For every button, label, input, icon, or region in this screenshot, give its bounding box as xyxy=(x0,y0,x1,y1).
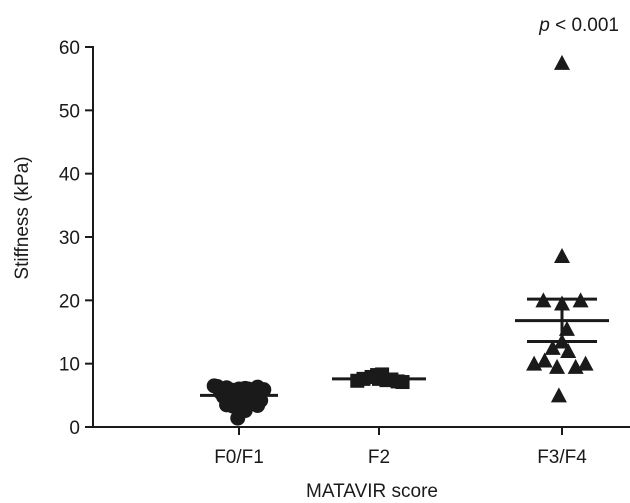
y-tick-label: 40 xyxy=(59,165,80,186)
data-point-circle xyxy=(230,410,246,426)
data-point-circle xyxy=(250,397,266,413)
y-tick-label: 50 xyxy=(59,101,80,122)
p-value-text: < 0.001 xyxy=(550,15,619,36)
data-point-triangle xyxy=(577,355,594,371)
y-tick-label: 0 xyxy=(69,418,80,439)
y-tick-label: 20 xyxy=(59,291,80,312)
data-point-triangle xyxy=(567,358,584,374)
y-tick-label: 60 xyxy=(59,38,80,59)
p-value-annotation: p < 0.001 xyxy=(538,15,619,36)
y-axis-title: Stiffness (kPa) xyxy=(12,156,33,279)
data-point-circle xyxy=(225,398,241,414)
data-point-triangle xyxy=(560,343,577,358)
data-point-triangle xyxy=(526,355,543,371)
data-point-triangle xyxy=(554,54,570,70)
data-point-triangle xyxy=(554,248,570,263)
data-points xyxy=(206,54,594,426)
data-point-triangle xyxy=(550,387,567,403)
x-axis: F0/F1 F2 F3/F4 xyxy=(92,426,630,468)
y-tick-label: 30 xyxy=(59,228,80,249)
p-value-symbol: p xyxy=(538,15,550,36)
y-axis: 0 10 20 30 40 50 60 xyxy=(59,38,94,439)
x-axis-title: MATAVIR score xyxy=(306,481,438,502)
mean-sem-bars xyxy=(200,297,609,397)
x-tick-label: F2 xyxy=(368,447,390,468)
data-point-square xyxy=(395,375,410,390)
data-point-triangle xyxy=(549,358,566,374)
data-point-triangle xyxy=(536,352,553,368)
x-tick-label: F0/F1 xyxy=(214,447,264,468)
y-tick-label: 10 xyxy=(59,355,80,376)
data-point-triangle xyxy=(544,339,561,355)
x-tick-label: F3/F4 xyxy=(537,447,587,468)
